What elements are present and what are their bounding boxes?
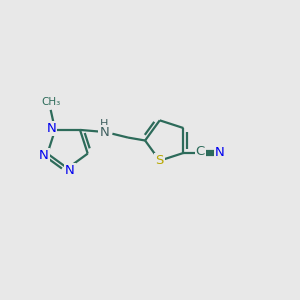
- Text: N: N: [47, 122, 56, 135]
- Text: C: C: [196, 145, 205, 158]
- Text: N: N: [99, 126, 109, 139]
- Text: N: N: [65, 164, 75, 177]
- Text: N: N: [215, 146, 225, 160]
- Text: N: N: [39, 149, 49, 163]
- Text: H: H: [100, 119, 108, 129]
- Text: S: S: [156, 154, 164, 167]
- Text: CH₃: CH₃: [41, 97, 60, 106]
